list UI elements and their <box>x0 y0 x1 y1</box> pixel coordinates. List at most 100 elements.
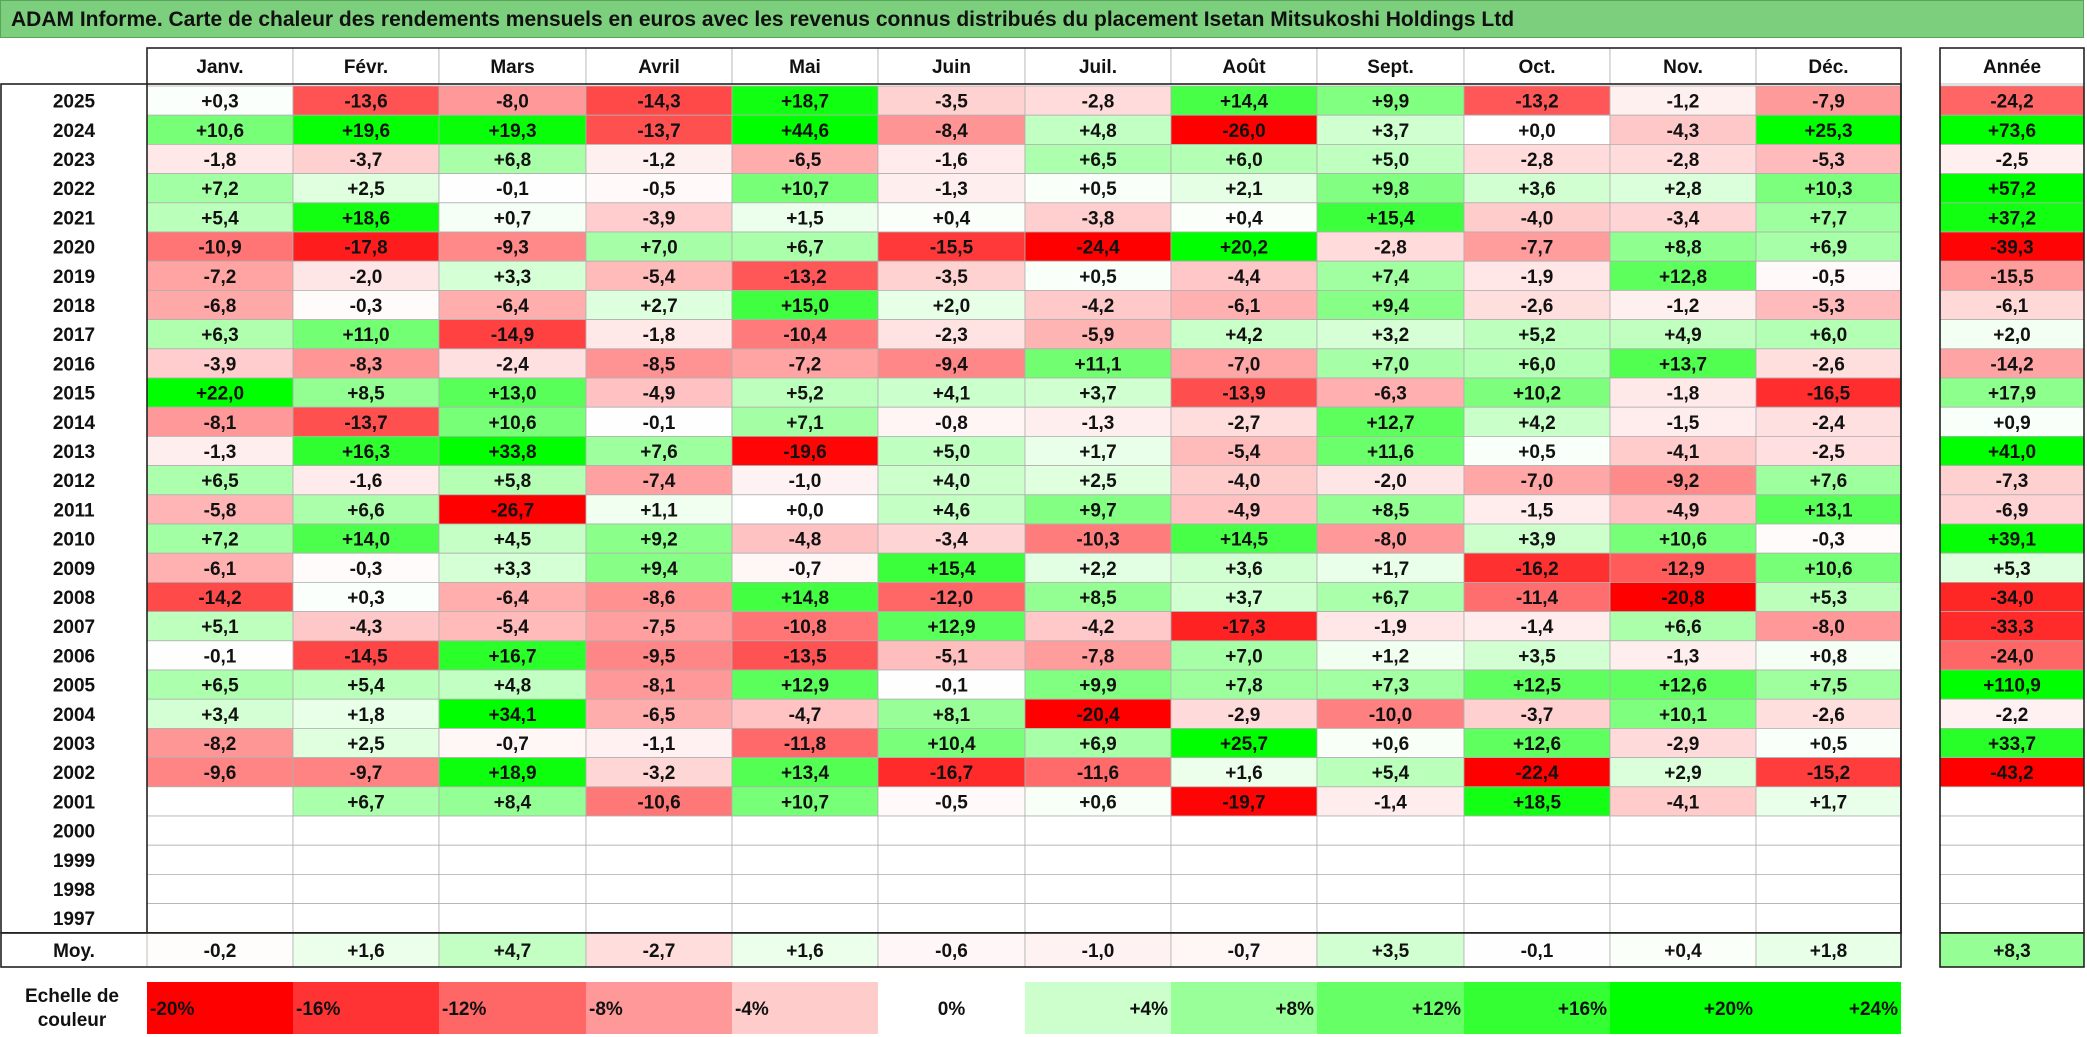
cell-2022-9-bg <box>1316 173 1465 204</box>
cell-2004-11-bg <box>1609 698 1757 729</box>
annual-2013: +41,0 <box>1988 442 2036 463</box>
cell-2015-11: -1,8 <box>1667 384 1700 405</box>
cell-2019-2: -2,0 <box>350 267 383 288</box>
cell-2001-11-bg <box>1609 786 1757 817</box>
annual-2010: +39,1 <box>1988 530 2037 551</box>
cell-2019-2-bg <box>292 260 440 291</box>
cell-2002-11-bg <box>1609 757 1757 788</box>
scale-swatch-3 <box>439 982 586 1034</box>
cell-2004-2: +1,8 <box>347 705 385 726</box>
cell-2021-7-bg <box>1024 202 1172 233</box>
cell-2022-10: +3,6 <box>1518 179 1556 200</box>
annual-2004: -2,2 <box>1996 705 2029 726</box>
cell-2005-6-bg <box>877 669 1026 700</box>
cell-2009-10: -16,2 <box>1515 559 1558 580</box>
cell-2021-5: +1,5 <box>786 208 824 229</box>
cell-2002-7: -11,6 <box>1077 763 1119 784</box>
cell-2021-6: +0,4 <box>933 208 971 229</box>
cell-2008-1: -14,2 <box>198 588 241 609</box>
average-12: +1,8 <box>1810 941 1848 962</box>
cell-1998-2-bg <box>292 874 440 905</box>
cell-2010-3: +4,5 <box>494 530 532 551</box>
cell-2024-12: +25,3 <box>1804 121 1852 142</box>
cell-2006-2: -14,5 <box>344 646 388 667</box>
cell-2005-9: +7,3 <box>1372 676 1410 697</box>
cell-2012-4-bg <box>585 465 733 496</box>
header-7: Juil. <box>1079 57 1117 78</box>
cell-2006-12: +0,8 <box>1810 646 1848 667</box>
cell-2018-1: -6,8 <box>204 296 237 317</box>
cell-2013-4-bg <box>585 435 733 466</box>
cell-2018-10: -2,6 <box>1521 296 1554 317</box>
row-year-label: 2023 <box>53 150 95 171</box>
cell-2000-5-bg <box>731 815 879 846</box>
cell-2011-12: +13,1 <box>1804 500 1853 521</box>
cell-2020-9: -2,8 <box>1374 238 1407 259</box>
cell-1999-12-bg <box>1755 844 1902 875</box>
row-year-label: 1999 <box>53 851 95 872</box>
cell-2009-4: +9,4 <box>640 559 678 580</box>
cell-2021-10: -4,0 <box>1521 208 1554 229</box>
cell-2020-1: -10,9 <box>198 238 241 259</box>
cell-2006-3: +16,7 <box>488 646 536 667</box>
cell-2011-9-bg <box>1316 494 1465 525</box>
cell-2004-10-bg <box>1463 698 1611 729</box>
cell-2014-10-bg <box>1463 406 1611 437</box>
cell-2019-11-bg <box>1609 260 1757 291</box>
cell-2022-1: +7,2 <box>201 179 239 200</box>
row-year-label: 2018 <box>53 296 95 317</box>
cell-2014-5-bg <box>731 406 879 437</box>
cell-2014-3: +10,6 <box>488 413 536 434</box>
scale-stop-6: 0% <box>938 999 966 1020</box>
cell-1997-2-bg <box>292 903 440 934</box>
cell-2017-1-bg <box>146 319 294 350</box>
cell-2007-5: -10,8 <box>783 617 826 638</box>
row-year-label: 2017 <box>53 325 95 346</box>
cell-2016-7: +11,1 <box>1074 354 1121 375</box>
cell-2010-5: -4,8 <box>789 530 822 551</box>
cell-2022-5: +10,7 <box>781 179 829 200</box>
cell-2017-7: -5,9 <box>1082 325 1115 346</box>
cell-2018-6: +2,0 <box>933 296 971 317</box>
cell-2021-11: -3,4 <box>1667 208 1700 229</box>
header-2: Févr. <box>344 57 388 78</box>
cell-2006-1: -0,1 <box>204 646 237 667</box>
annual-2001-bg <box>1939 786 2085 817</box>
cell-2009-1-bg <box>146 552 294 583</box>
cell-2004-8: -2,9 <box>1228 705 1261 726</box>
average-4: -2,7 <box>643 941 676 962</box>
cell-2025-7: -2,8 <box>1082 92 1115 113</box>
cell-2004-4: -6,5 <box>643 705 676 726</box>
cell-2008-4-bg <box>585 582 733 613</box>
cell-2003-11: -2,9 <box>1667 734 1700 755</box>
cell-2010-2: +14,0 <box>342 530 390 551</box>
cell-2025-8: +14,4 <box>1220 92 1269 113</box>
average-1-bg <box>146 932 294 968</box>
cell-2004-12-bg <box>1755 698 1902 729</box>
cell-2008-5-bg <box>731 582 879 613</box>
scale-stop-8: +8% <box>1275 999 1314 1020</box>
cell-2001-3-bg <box>438 786 587 817</box>
cell-2017-10: +5,2 <box>1518 325 1556 346</box>
cell-2017-8: +4,2 <box>1225 325 1263 346</box>
cell-2016-2: -8,3 <box>350 354 383 375</box>
cell-2016-12: -2,6 <box>1812 354 1845 375</box>
row-year-label: 2002 <box>53 763 95 784</box>
cell-2022-4: -0,5 <box>643 179 676 200</box>
cell-2001-5: +10,7 <box>781 792 829 813</box>
cell-2013-7: +1,7 <box>1079 442 1117 463</box>
cell-2009-11: -12,9 <box>1661 559 1704 580</box>
cell-2013-2-bg <box>292 435 440 466</box>
cell-2015-5-bg <box>731 377 879 408</box>
cell-2005-11-bg <box>1609 669 1757 700</box>
cell-2022-2: +2,5 <box>347 179 385 200</box>
cell-2002-8: +1,6 <box>1225 763 1263 784</box>
cell-2014-1-bg <box>146 406 294 437</box>
cell-2003-1: -8,2 <box>204 734 237 755</box>
cell-2003-1-bg <box>146 728 294 759</box>
cell-2011-11-bg <box>1609 494 1757 525</box>
cell-2006-9: +1,2 <box>1372 646 1410 667</box>
cell-2022-12-bg <box>1755 173 1902 204</box>
cell-2002-3-bg <box>438 757 587 788</box>
